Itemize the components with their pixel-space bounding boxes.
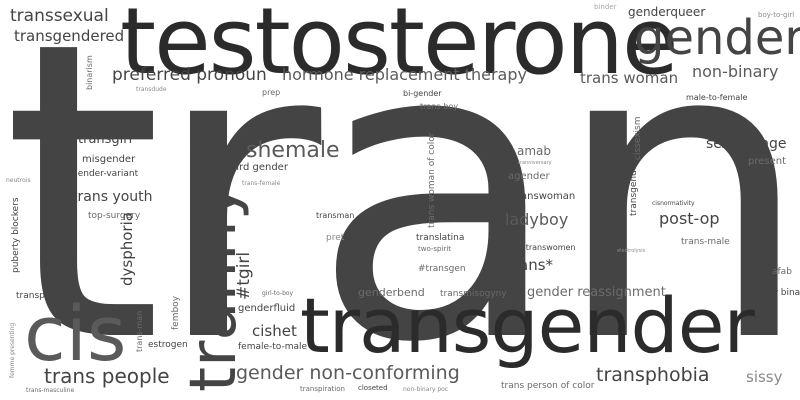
word-transpeople: transpeople bbox=[16, 291, 70, 301]
word-transgender: transgender bbox=[300, 281, 755, 370]
word-cis: cis bbox=[24, 289, 127, 378]
word-trans-male: trans-male bbox=[681, 237, 730, 247]
word-gender-reassignment: gender reassignment bbox=[527, 285, 666, 300]
word-dysphoria: dysphoria bbox=[118, 212, 136, 286]
word-translatina: translatina bbox=[416, 233, 465, 243]
word-binder: binder bbox=[594, 3, 617, 11]
word-prep: prep bbox=[262, 88, 281, 97]
word-transgirl: transgirl bbox=[78, 132, 133, 147]
word-top-surgery: top-surgery bbox=[88, 211, 141, 221]
word-trans-youth: trans youth bbox=[72, 189, 153, 205]
word-non-binary-poc: non-binary poc bbox=[403, 386, 449, 393]
word-hormone-replacement-therapy: hormone replacement therapy bbox=[282, 65, 527, 84]
word-neutrois: neutrois bbox=[6, 177, 31, 184]
word-testosterone: testosterone bbox=[120, 0, 679, 95]
word-ladyboy: ladyboy bbox=[505, 210, 569, 229]
word-afab: afab bbox=[772, 267, 792, 277]
word-cishet: cishet bbox=[252, 322, 297, 340]
word-girl-to-boy: girl-to-boy bbox=[262, 290, 294, 297]
word-non-binary: non-binary bbox=[692, 62, 779, 81]
word-transgen: #transgen bbox=[418, 264, 466, 274]
word-misgender: misgender bbox=[82, 154, 136, 165]
word-sex-change: sex-change bbox=[706, 136, 787, 152]
word-transsexual: transsexual bbox=[10, 6, 109, 26]
word-puberty-blockers: puberty blockers bbox=[11, 197, 21, 273]
word-closeted: closeted bbox=[358, 384, 388, 392]
word-tranniversary: tranniversary bbox=[518, 160, 552, 166]
word-third-gender: third gender bbox=[226, 162, 288, 173]
word-transgenders: transgenders bbox=[629, 156, 639, 216]
word-transgendered: transgendered bbox=[14, 27, 125, 45]
word-tgirl: #tgirl bbox=[234, 251, 254, 300]
word-male-to-female: male-to-female bbox=[686, 93, 748, 102]
word-estrogen: estrogen bbox=[148, 340, 188, 350]
word-trans-person-of-color: trans person of color bbox=[501, 381, 595, 391]
word-preferred-pronoun: preferred pronoun bbox=[112, 65, 267, 85]
word-present: present bbox=[748, 156, 787, 167]
word-genderqueer: genderqueer bbox=[628, 5, 706, 19]
word-female-to-male: female-to-male bbox=[238, 342, 308, 352]
word-trans-female: trans-female bbox=[242, 180, 281, 187]
word-transwomen: #transwomen bbox=[519, 243, 576, 252]
word-two-spirit: two-spirit bbox=[418, 245, 452, 253]
word-femme-presenting: femme presenting bbox=[9, 322, 16, 378]
word-trans-star: trans* bbox=[507, 256, 554, 274]
word-gender-variant: gender-variant bbox=[72, 169, 139, 179]
word-femboy: femboy bbox=[171, 295, 181, 330]
word-transmisogyny: transmisogyny bbox=[440, 289, 507, 299]
word-trans-boy: trans-boy bbox=[420, 102, 459, 111]
word-genderfluid: genderfluid bbox=[238, 303, 296, 314]
word-trans-people: trans people bbox=[44, 364, 170, 388]
word-transdude: transdude bbox=[136, 86, 167, 93]
word-transwoman: transwoman bbox=[513, 191, 576, 202]
word-gender-binary: gender binary bbox=[746, 288, 800, 298]
word-electrolysis: electrolysis bbox=[617, 248, 646, 254]
word-post-op: post-op bbox=[659, 209, 720, 228]
word-trans-woman-of-color: trans woman of color bbox=[427, 132, 437, 228]
word-agender: agender bbox=[508, 171, 550, 182]
word-amab: amab bbox=[517, 144, 552, 158]
word-shemale: shemale bbox=[246, 138, 340, 163]
word-gender-non-conforming: gender non-conforming bbox=[236, 362, 460, 384]
word-sissy: sissy bbox=[746, 368, 783, 386]
word-trans-man: trans-man bbox=[135, 310, 144, 352]
word-cissexism: cissexism bbox=[633, 116, 643, 161]
word-transman: transman bbox=[316, 211, 355, 220]
word-trans-masculine: trans-masculine bbox=[26, 387, 75, 394]
word-transphobia: transphobia bbox=[596, 364, 710, 386]
word-pret: pret bbox=[326, 233, 345, 243]
word-boy-to-girl: boy-to-girl bbox=[758, 11, 795, 19]
word-binarism: binarism bbox=[85, 55, 94, 90]
word-bi-gender: bi-gender bbox=[403, 89, 442, 98]
word-gender: gender bbox=[634, 10, 800, 66]
word-genderbend: genderbend bbox=[358, 286, 425, 299]
word-cisnormativity: cisnormativity bbox=[652, 200, 695, 207]
word-trans-woman: trans woman bbox=[580, 69, 679, 87]
word-transpiration: transpiration bbox=[300, 385, 345, 393]
